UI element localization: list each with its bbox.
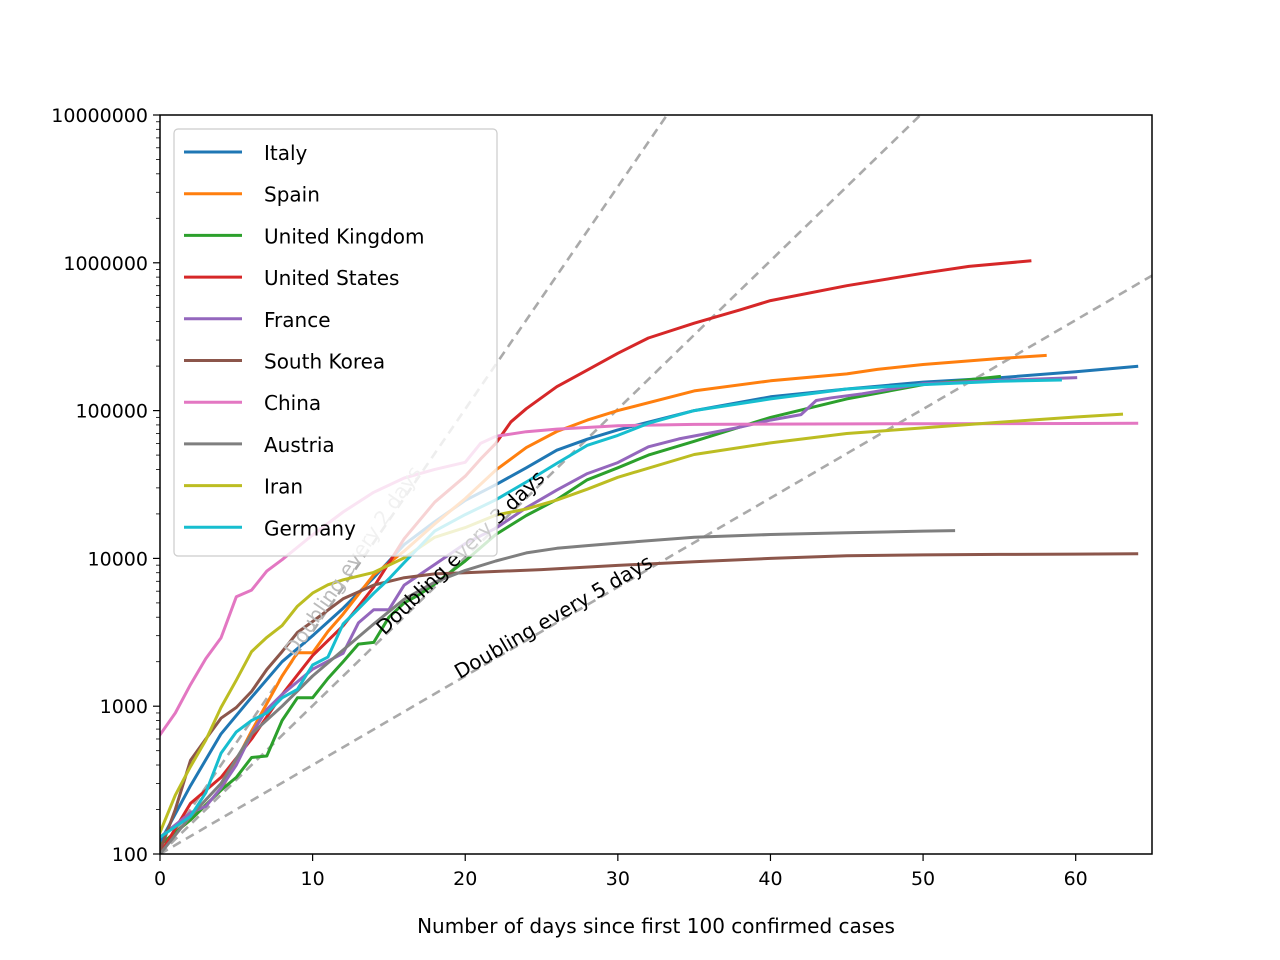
doubling-3-days-line [160, 115, 923, 854]
legend-label: United States [264, 266, 399, 290]
legend-label: Austria [264, 433, 335, 457]
y-tick-label: 1000 [100, 696, 148, 718]
series-line-germany [160, 378, 1062, 840]
x-tick-label: 20 [453, 868, 477, 890]
legend-label: Spain [264, 183, 320, 207]
x-axis-label: Number of days since first 100 confirmed… [417, 914, 895, 938]
x-tick-label: 40 [758, 868, 782, 890]
y-tick-label: 100 [112, 844, 148, 866]
y-tick-label: 100000 [75, 401, 148, 423]
y-tick-label: 10000 [88, 548, 148, 570]
legend-label: United Kingdom [264, 224, 425, 248]
series-line-united-kingdom [160, 374, 1002, 847]
legend-label: South Korea [264, 350, 385, 374]
legend-label: Italy [264, 141, 308, 165]
legend-label: Iran [264, 475, 303, 499]
series-line-south-korea [160, 552, 1139, 853]
series-line-austria [160, 529, 956, 854]
y-tick-label: 1000000 [63, 253, 148, 275]
legend: Italy Spain United Kingdom United States Fra… [173, 128, 498, 557]
legend-label: France [264, 308, 331, 332]
x-tick-label: 50 [911, 868, 935, 890]
legend-box [173, 128, 498, 557]
x-axis: 0 10 20 30 40 50 60 [154, 854, 1088, 890]
x-tick-label: 0 [154, 868, 166, 890]
x-tick-label: 30 [606, 868, 630, 890]
y-axis: 100 1000 10000 100000 1000000 10000000 [51, 105, 160, 866]
series-line-united-states [160, 259, 1032, 854]
x-tick-label: 60 [1064, 868, 1088, 890]
x-tick-label: 10 [301, 868, 325, 890]
series-line-iran [160, 412, 1124, 835]
plot-frame [159, 114, 1153, 855]
legend-label: Germany [264, 516, 356, 540]
y-tick-label: 10000000 [51, 105, 148, 127]
legend-label: China [264, 391, 321, 415]
